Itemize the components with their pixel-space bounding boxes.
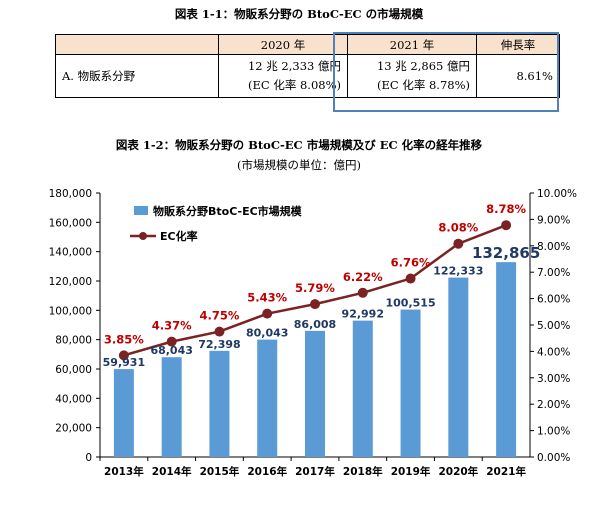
bar: [113, 369, 134, 457]
rate-value-label: 3.85%: [104, 332, 144, 346]
rate-value-label: 4.75%: [199, 309, 239, 323]
bar: [400, 309, 421, 457]
legend-line-label: EC化率: [160, 229, 198, 243]
ec-rate-point: [166, 336, 177, 347]
bar-value-label: 68,043: [150, 344, 192, 357]
bar-value-label: 100,515: [386, 297, 436, 310]
right-tick-label: 6.00%: [537, 294, 570, 306]
ec-rate-point: [405, 273, 416, 284]
x-tick-label: 2021年: [486, 465, 526, 478]
rate-2020: (EC 化率 8.08%): [247, 78, 341, 92]
bar-value-label: 132,865: [472, 244, 540, 262]
bar: [209, 350, 230, 457]
legend-bar-label: 物販系分野BtoC-EC市場規模: [153, 204, 303, 218]
right-tick-label: 5.00%: [537, 320, 570, 332]
right-tick-label: 1.00%: [537, 426, 570, 438]
ec-rate-point: [262, 308, 273, 319]
left-tick-label: 180,000: [49, 188, 92, 200]
left-tick-label: 140,000: [49, 247, 92, 259]
cell-2020: 12 兆 2,333 億円 (EC 化率 8.08%): [218, 54, 348, 98]
x-tick-label: 2014年: [152, 465, 192, 478]
right-tick-label: 7.00%: [537, 267, 570, 279]
x-tick-label: 2018年: [343, 465, 383, 478]
ec-rate-point: [214, 326, 225, 337]
value-2021: 13 兆 2,865 億円: [376, 59, 470, 73]
cell-growth: 8.61%: [476, 54, 560, 98]
rate-value-label: 8.78%: [486, 202, 526, 216]
rate-2021: (EC 化率 8.78%): [376, 78, 470, 92]
left-tick-label: 60,000: [55, 364, 92, 376]
right-tick-label: 10.00%: [537, 188, 577, 200]
header-blank: [55, 34, 219, 55]
chart-title: 図表 1-2：物販系分野の BtoC-EC 市場規模及び EC 化率の経年推移: [115, 138, 483, 152]
ec-rate-point: [118, 350, 129, 361]
row-category: A. 物販系分野: [55, 54, 219, 98]
left-tick-label: 120,000: [49, 276, 92, 288]
bar-value-label: 80,043: [246, 327, 288, 340]
ec-rate-point: [501, 220, 512, 231]
value-2020: 12 兆 2,333 億円: [247, 59, 341, 73]
table-row: A. 物販系分野 12 兆 2,333 億円 (EC 化率 8.08%) 13 …: [55, 54, 560, 98]
right-tick-label: 4.00%: [537, 346, 570, 358]
market-size-table: 2020 年 2021 年 伸長率 A. 物販系分野 12 兆 2,333 億円…: [55, 34, 560, 98]
left-tick-label: 40,000: [55, 393, 92, 405]
rate-value-label: 8.08%: [438, 221, 478, 235]
bar-value-label: 72,398: [198, 338, 240, 351]
left-tick-label: 100,000: [49, 305, 92, 317]
left-tick-label: 0: [85, 452, 92, 464]
left-tick-label: 80,000: [55, 335, 92, 347]
rate-value-label: 5.79%: [295, 281, 335, 295]
bar: [448, 277, 469, 457]
bar-value-label: 86,008: [294, 318, 336, 331]
bar-value-label: 59,931: [103, 356, 145, 369]
rate-value-label: 6.22%: [343, 270, 383, 284]
right-tick-label: 2.00%: [537, 399, 570, 411]
legend-bar-swatch: [134, 206, 148, 215]
bar-value-label: 122,333: [433, 265, 483, 278]
x-tick-label: 2020年: [438, 465, 478, 478]
table-title: 図表 1-1：物販系分野の BtoC-EC の市場規模: [174, 7, 424, 21]
header-2020: 2020 年: [218, 34, 348, 55]
right-tick-label: 0.00%: [537, 452, 570, 464]
legend-line-marker: [139, 232, 147, 240]
ec-rate-point: [453, 238, 464, 249]
right-tick-label: 8.00%: [537, 241, 570, 253]
bar: [352, 320, 373, 457]
x-tick-label: 2017年: [295, 465, 335, 478]
bar: [161, 357, 182, 457]
right-tick-label: 9.00%: [537, 214, 570, 226]
bar-value-label: 92,992: [342, 308, 384, 321]
ec-rate-point: [357, 287, 368, 298]
left-tick-label: 20,000: [55, 423, 92, 435]
x-tick-label: 2019年: [391, 465, 431, 478]
left-tick-label: 160,000: [49, 217, 92, 229]
bar: [257, 339, 278, 457]
right-tick-label: 3.00%: [537, 373, 570, 385]
table-header-row: 2020 年 2021 年 伸長率: [55, 34, 560, 55]
x-tick-label: 2016年: [247, 465, 287, 478]
cell-2021: 13 兆 2,865 億円 (EC 化率 8.78%): [347, 54, 477, 98]
header-2021: 2021 年: [347, 34, 477, 55]
rate-value-label: 5.43%: [247, 291, 287, 305]
ec-rate-point: [310, 299, 320, 310]
chart-subtitle: (市場規模の単位：億円): [237, 158, 361, 172]
rate-value-label: 4.37%: [152, 319, 192, 333]
bar: [305, 330, 325, 457]
x-tick-label: 2013年: [104, 465, 144, 478]
bar: [496, 262, 517, 457]
rate-value-label: 6.76%: [391, 256, 431, 270]
x-tick-label: 2015年: [200, 465, 240, 478]
